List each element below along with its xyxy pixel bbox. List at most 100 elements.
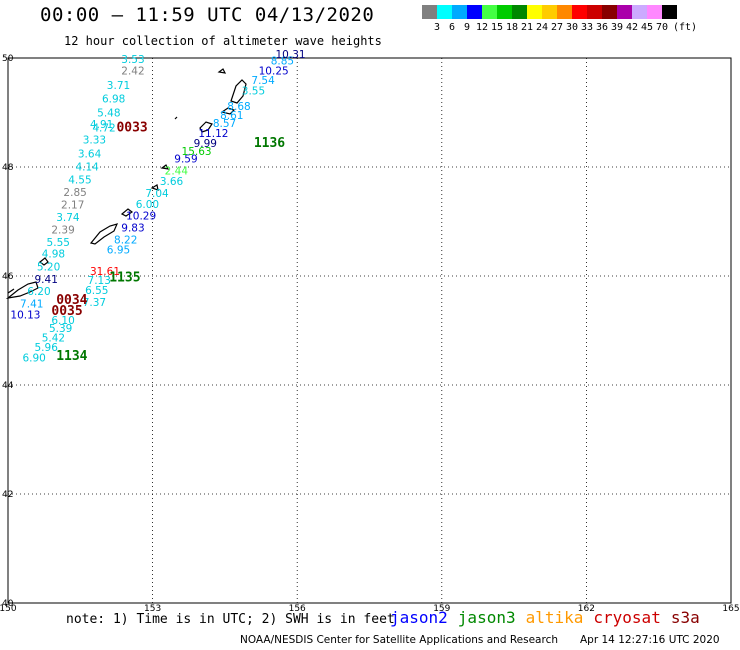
color-scale-tick: 18 [505, 22, 519, 33]
wave-height-label: 5.48 [97, 107, 120, 119]
color-swatch [482, 5, 497, 19]
wave-height-label: 8.68 [227, 101, 250, 113]
wave-height-label: 4.72 [92, 123, 115, 135]
wave-height-label: 2.42 [121, 65, 144, 77]
mission-legend-item: jason2 [390, 608, 448, 627]
wave-height-label: 3.55 [242, 86, 265, 98]
y-tick-label: 40 [2, 599, 14, 609]
wave-height-label: 7.04 [145, 188, 169, 200]
axis-tick-labels: 150 153 156 159 162 165 40 42 44 46 48 50 [0, 54, 740, 614]
wave-height-label: 2.85 [63, 187, 86, 199]
mission-legend-item: altika [525, 608, 584, 627]
wave-height-label: 9.41 [35, 274, 58, 286]
wave-height-label: 3.71 [107, 80, 130, 92]
color-swatch [647, 5, 662, 19]
color-scale-tick: 33 [580, 22, 594, 33]
color-scale-tick: 3 [433, 22, 441, 33]
wave-height-label: 4.14 [75, 161, 99, 173]
color-scale-labels: 3 6 9 12 15 18 21 24 27 30 33 36 39 42 45 70 (ft) [422, 22, 740, 34]
wave-height-label: 6.00 [136, 199, 159, 211]
color-swatch [422, 5, 437, 19]
wave-height-label: 5.55 [47, 237, 70, 249]
wave-height-label: 9.59 [174, 154, 197, 166]
y-tick-label: 48 [2, 163, 14, 173]
pass-time-label: 0034 [56, 293, 87, 308]
x-tick-label: 162 [578, 604, 595, 614]
wave-height-label: 3.74 [56, 212, 80, 224]
credit-line: NOAA/NESDIS Center for Satellite Applica… [240, 634, 558, 646]
wave-height-label: 9.83 [121, 222, 144, 234]
wave-height-label: 8.61 [220, 110, 243, 122]
wave-height-label: 6.90 [22, 353, 45, 365]
wave-height-label: 8.85 [271, 56, 294, 68]
kuril-islands-coastline [5, 68, 247, 299]
wave-height-label: 3.66 [160, 176, 184, 188]
wave-height-label: 8.22 [114, 234, 137, 246]
footer-note: note: 1) Time is in UTC; 2) SWH is in fe… [66, 612, 395, 627]
y-tick-label: 50 [2, 54, 14, 64]
wave-height-label: 6.55 [85, 285, 108, 297]
wave-height-label: 10.25 [259, 65, 289, 77]
wave-height-label: 8.57 [213, 118, 236, 130]
color-swatch [437, 5, 452, 19]
generated-timestamp: Apr 14 12:27:16 UTC 2020 [580, 634, 720, 646]
color-scale-tick: 42 [625, 22, 639, 33]
color-swatch [602, 5, 617, 19]
pass-time-label: 1136 [254, 136, 285, 151]
color-swatch [512, 5, 527, 19]
plot-frame [7, 57, 732, 604]
color-scale-tick: 30 [565, 22, 579, 33]
wave-height-label: 6.95 [107, 245, 130, 257]
color-swatch [467, 5, 482, 19]
color-scale-tick: 15 [490, 22, 504, 33]
color-scale-tick: 39 [610, 22, 624, 33]
chart-subtitle: 12 hour collection of altimeter wave hei… [64, 34, 382, 48]
pass-time-label: 1135 [109, 270, 140, 285]
wave-height-values: 3.532.42 3.71 6.985.484.914.723.33 3.644.14… [10, 49, 305, 365]
wave-height-label: 9.99 [194, 138, 217, 150]
color-swatch [497, 5, 512, 19]
color-swatch [527, 5, 542, 19]
chart-title: 00:00 – 11:59 UTC 04/13/2020 [40, 4, 375, 26]
color-scale-tick: 36 [595, 22, 609, 33]
y-tick-label: 44 [2, 381, 14, 391]
color-swatch [632, 5, 647, 19]
pass-time-label: 0035 [51, 304, 82, 319]
wave-height-label: 11.12 [198, 128, 228, 140]
color-swatch [662, 5, 677, 19]
wave-height-label: 7.13 [88, 275, 111, 287]
wave-height-label: 3.64 [78, 149, 102, 161]
color-swatch [542, 5, 557, 19]
wave-height-label: 10.13 [10, 310, 40, 322]
wave-height-label: 3.33 [83, 135, 106, 147]
color-scale-bar [422, 5, 677, 19]
mission-legend-item: cryosat [593, 608, 661, 627]
color-swatch [557, 5, 572, 19]
pass-time-label: 0033 [116, 121, 147, 136]
wave-height-label: 5.39 [49, 323, 72, 335]
pass-time-label: 1134 [56, 349, 87, 364]
wave-height-label: 4.98 [42, 248, 65, 260]
wave-height-label: 6.10 [51, 315, 74, 327]
wave-height-label: 10.29 [126, 210, 156, 222]
color-scale-tick: 12 [475, 22, 489, 33]
wave-height-label: 5.96 [35, 342, 59, 354]
color-scale-tick: 70 [655, 22, 669, 33]
wave-height-label: 3.53 [121, 54, 144, 66]
mission-legend-item: jason3 [457, 608, 516, 627]
wave-height-label: 15.63 [182, 146, 212, 158]
y-tick-label: 42 [2, 490, 13, 500]
color-scale-tick: 21 [520, 22, 534, 33]
x-tick-label: 153 [144, 604, 161, 614]
color-scale-tick: 6 [448, 22, 456, 33]
color-scale-tick: 9 [463, 22, 471, 33]
color-swatch [587, 5, 602, 19]
lat-lon-grid [8, 58, 731, 603]
wave-height-label: 7.41 [20, 299, 43, 311]
wave-height-label: 5.42 [42, 332, 65, 344]
wave-height-label: 2.44 [165, 166, 189, 178]
x-tick-label: 150 [0, 604, 17, 614]
x-tick-label: 159 [433, 604, 450, 614]
